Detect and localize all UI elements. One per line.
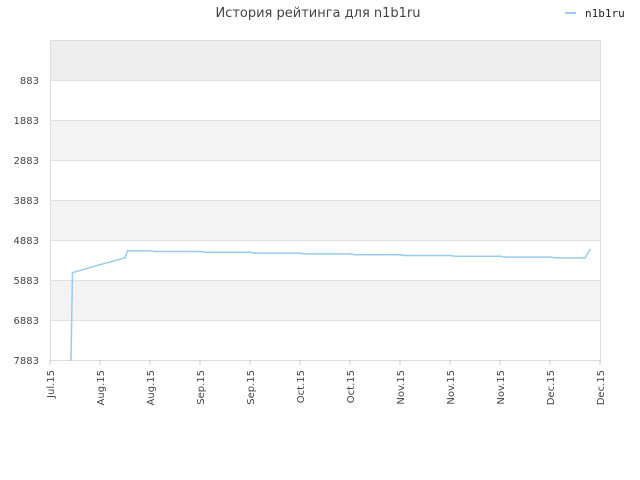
data-point xyxy=(154,250,156,253)
data-point xyxy=(554,256,556,259)
data-point xyxy=(449,254,451,257)
y-tick-label: 1883 xyxy=(14,116,39,127)
y-tick-label: 5883 xyxy=(14,276,39,287)
data-point xyxy=(126,249,129,252)
y-tick-label: 7883 xyxy=(14,356,39,367)
data-point xyxy=(549,256,551,258)
data-point xyxy=(584,256,586,259)
legend-label: n1b1ru xyxy=(585,7,625,20)
plot-band xyxy=(50,200,600,240)
chart-title: История рейтинга для n1b1ru xyxy=(215,6,420,21)
data-point xyxy=(199,250,201,253)
x-tick-label: Oct.15 xyxy=(346,370,357,403)
y-tick-label: 3883 xyxy=(14,196,39,207)
x-tick-label: Dec.15 xyxy=(546,370,557,405)
plot-band xyxy=(50,320,600,360)
data-point xyxy=(454,255,456,258)
x-tick-label: Sep.15 xyxy=(196,370,207,405)
data-point xyxy=(299,252,301,254)
y-tick-label: 883 xyxy=(20,76,39,87)
plot-bands xyxy=(50,40,600,360)
x-tick-label: Jul.15 xyxy=(46,370,57,399)
x-axis-ticks: Jul.15 Aug.15 Aug.15 Sep.15 Sep.15 Oct.15 Oct.… xyxy=(46,360,607,405)
x-tick-label: Aug.15 xyxy=(146,370,157,405)
data-point xyxy=(504,256,506,258)
series-layer xyxy=(70,248,591,361)
plot-band xyxy=(50,240,600,280)
plot-band xyxy=(50,160,600,200)
x-tick-label: Aug.15 xyxy=(96,370,107,405)
x-tick-label: Sep.15 xyxy=(246,370,257,405)
data-point xyxy=(149,249,151,252)
legend[interactable]: n1b1ru xyxy=(565,7,625,20)
plot-area xyxy=(50,40,601,361)
data-point xyxy=(254,252,256,254)
plot-band xyxy=(50,40,600,80)
y-tick-label: 2883 xyxy=(14,156,39,167)
y-axis-ticks: 883 1883 2883 3883 4883 5883 6883 7883 xyxy=(14,76,39,367)
data-point xyxy=(99,263,101,266)
plot-band xyxy=(50,280,600,320)
plot-band xyxy=(50,120,600,160)
x-tick-label: Nov.15 xyxy=(446,370,457,405)
y-tick-label: 4883 xyxy=(14,236,39,247)
x-tick-label: Nov.15 xyxy=(496,370,507,405)
grid-lines xyxy=(50,80,600,361)
data-point xyxy=(249,251,251,254)
y-tick-label: 6883 xyxy=(14,316,39,327)
x-tick-label: Nov.15 xyxy=(396,370,407,405)
data-point xyxy=(354,253,356,256)
data-point xyxy=(71,271,74,274)
data-point xyxy=(589,248,591,251)
data-point xyxy=(304,252,306,255)
data-point xyxy=(204,251,206,254)
data-point xyxy=(404,254,406,257)
plot-band xyxy=(50,80,600,120)
data-point xyxy=(70,359,72,361)
data-point xyxy=(349,252,351,255)
data-point xyxy=(499,255,501,258)
x-tick-label: Dec.15 xyxy=(596,370,607,405)
data-point xyxy=(124,256,126,259)
data-point xyxy=(399,253,401,256)
x-tick-label: Oct.15 xyxy=(296,370,307,403)
